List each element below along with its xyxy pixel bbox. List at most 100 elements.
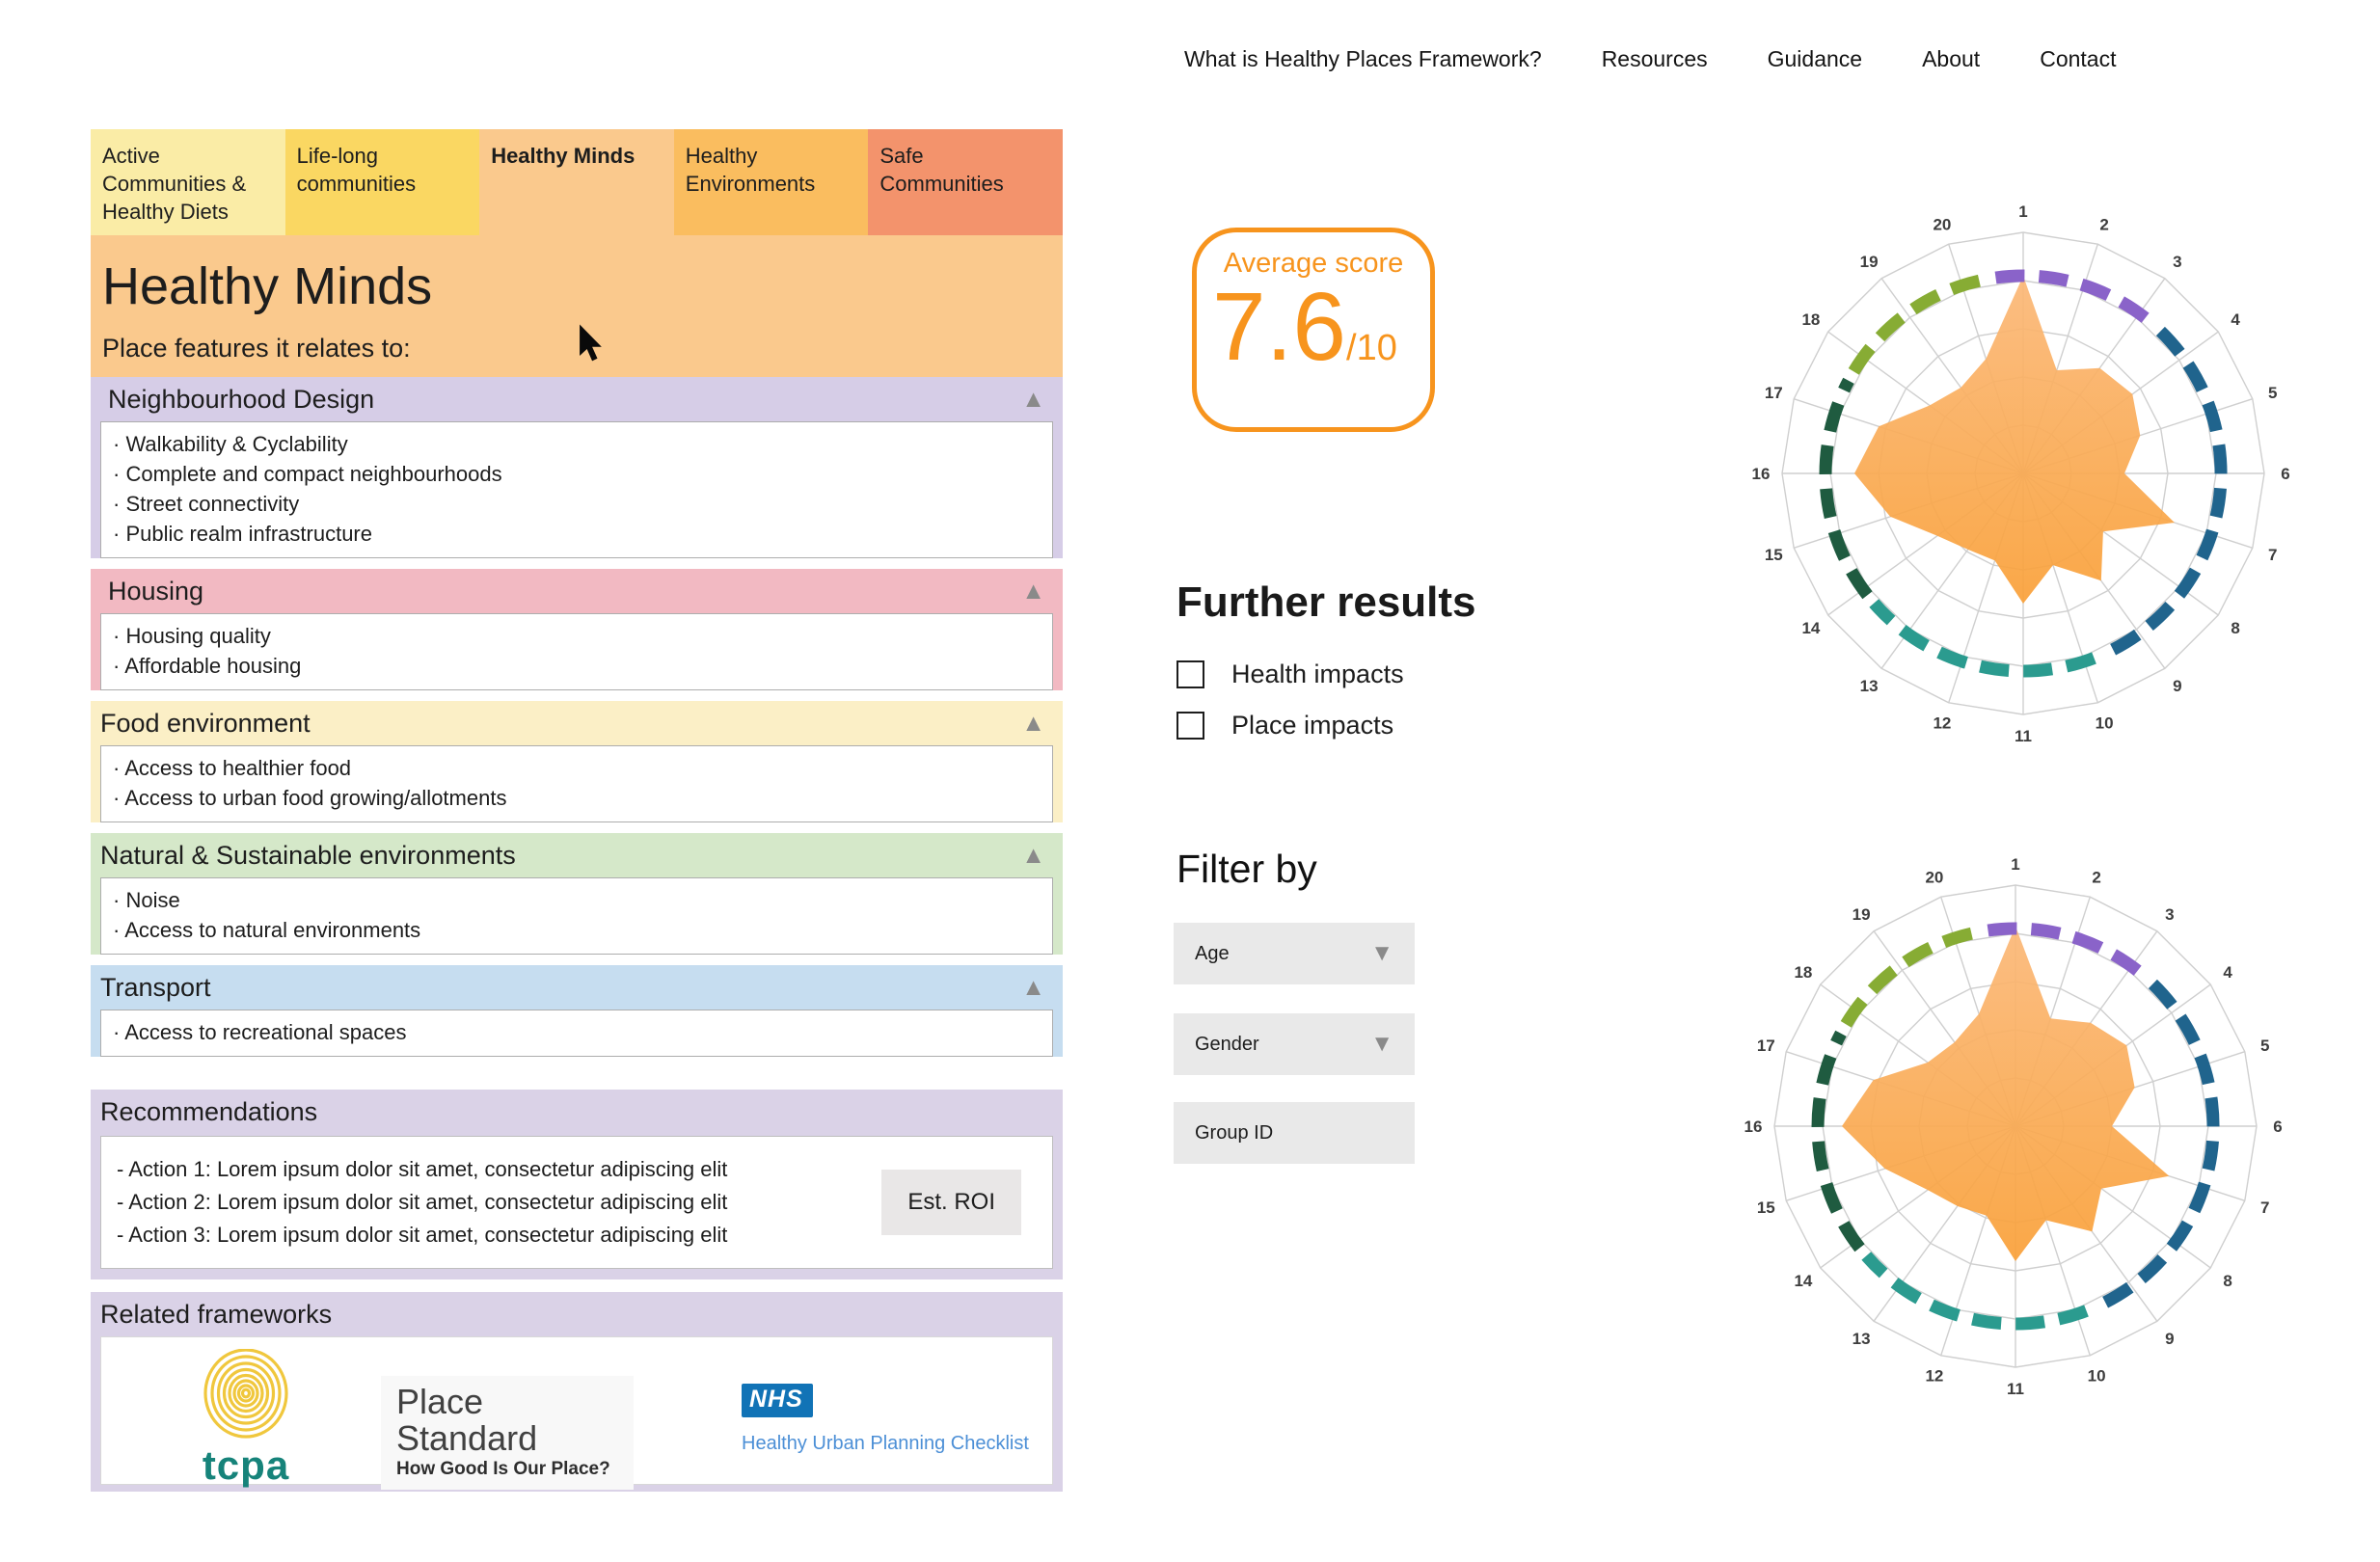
- chevron-down-icon: ▼: [1370, 940, 1393, 966]
- svg-text:6: 6: [2281, 465, 2289, 483]
- tab-healthy-minds[interactable]: Healthy Minds: [479, 129, 674, 235]
- section-header-neighbourhood-design[interactable]: Neighbourhood Design ▲: [108, 385, 1045, 415]
- nhs-logo[interactable]: NHS Healthy Urban Planning Checklist: [742, 1384, 1029, 1455]
- health-impacts-checkbox[interactable]: [1176, 660, 1204, 688]
- accordion-section: Transport ▲ Access to recreational space…: [91, 965, 1063, 1058]
- health-impacts-label: Health impacts: [1231, 660, 1404, 688]
- mouse-cursor: [580, 324, 602, 362]
- nav-item-guidance[interactable]: Guidance: [1767, 46, 1863, 71]
- svg-text:13: 13: [1860, 677, 1879, 695]
- nav-item-what-is[interactable]: What is Healthy Places Framework?: [1184, 46, 1542, 71]
- svg-text:14: 14: [1794, 1272, 1812, 1290]
- svg-text:1: 1: [2018, 202, 2027, 221]
- tab-lifelong-communities[interactable]: Life-long communities: [284, 129, 480, 235]
- nhs-wordmark: NHS: [742, 1384, 813, 1418]
- tcpa-wordmark: tcpa: [202, 1442, 290, 1489]
- accordion-section: Neighbourhood Design ▲ Walkability & Cyc…: [91, 377, 1063, 559]
- section-items: Walkability & Cyclability Complete and c…: [100, 421, 1053, 559]
- accordion-section: Housing ▲ Housing quality Affordable hou…: [91, 569, 1063, 691]
- section-header-transport[interactable]: Transport ▲: [100, 973, 1045, 1003]
- list-item: Walkability & Cyclability: [113, 429, 1042, 459]
- svg-text:20: 20: [1925, 868, 1943, 886]
- accordion-section: Natural & Sustainable environments ▲ Noi…: [91, 833, 1063, 956]
- est-roi-button[interactable]: Est. ROI: [881, 1170, 1021, 1236]
- svg-text:10: 10: [2096, 714, 2114, 733]
- place-standard-logo[interactable]: Place Standard How Good Is Our Place?: [381, 1376, 634, 1490]
- gender-dropdown[interactable]: Gender ▼: [1174, 1013, 1415, 1075]
- svg-text:19: 19: [1853, 905, 1871, 924]
- svg-text:15: 15: [1765, 546, 1783, 564]
- section-header-natural-environments[interactable]: Natural & Sustainable environments ▲: [100, 841, 1045, 871]
- svg-text:5: 5: [2268, 384, 2277, 402]
- related-frameworks-logos: tcpa Place Standard How Good Is Our Plac…: [100, 1336, 1053, 1490]
- svg-text:11: 11: [2015, 727, 2032, 745]
- average-score-label: Average score: [1223, 248, 1404, 279]
- svg-text:2: 2: [2099, 215, 2108, 233]
- list-item: Access to healthier food: [113, 753, 1042, 783]
- average-score-value: 7.6: [1212, 273, 1347, 381]
- collapse-arrow-icon[interactable]: ▲: [1021, 842, 1045, 870]
- chevron-down-icon: ▼: [1370, 1031, 1393, 1057]
- age-dropdown[interactable]: Age ▼: [1174, 923, 1415, 984]
- group-id-input[interactable]: Group ID: [1174, 1102, 1415, 1164]
- svg-text:17: 17: [1765, 384, 1783, 402]
- svg-text:3: 3: [2173, 253, 2181, 271]
- recommendation-item: - Action 1: Lorem ipsum dolor sit amet, …: [117, 1157, 728, 1182]
- svg-text:17: 17: [1757, 1037, 1775, 1055]
- svg-text:18: 18: [1794, 963, 1812, 982]
- list-item: Complete and compact neighbourhoods: [113, 459, 1042, 489]
- nav-item-contact[interactable]: Contact: [2040, 46, 2117, 71]
- related-frameworks-section: Related frameworks: [91, 1292, 1063, 1493]
- collapse-arrow-icon[interactable]: ▲: [1021, 578, 1045, 606]
- nhs-checklist-link[interactable]: Healthy Urban Planning Checklist: [742, 1433, 1029, 1455]
- collapse-arrow-icon[interactable]: ▲: [1021, 710, 1045, 738]
- svg-text:10: 10: [2088, 1367, 2106, 1386]
- collapse-arrow-icon[interactable]: ▲: [1021, 974, 1045, 1002]
- page-title: Healthy Minds: [102, 257, 433, 315]
- svg-text:4: 4: [2231, 310, 2240, 329]
- svg-text:8: 8: [2231, 619, 2239, 637]
- tab-active-communities[interactable]: Active Communities & Healthy Diets: [91, 129, 285, 235]
- recommendation-item: - Action 2: Lorem ipsum dolor sit amet, …: [117, 1190, 728, 1215]
- further-results: Further results Health impacts Place imp…: [1176, 579, 1476, 741]
- svg-text:9: 9: [2173, 677, 2181, 695]
- section-header-food-environment[interactable]: Food environment ▲: [100, 709, 1045, 739]
- filter-panel: Filter by Age ▼ Gender ▼ Group ID: [1174, 847, 1415, 1164]
- average-score-card: Average score 7.6 /10: [1192, 228, 1435, 432]
- option-row: Place impacts: [1176, 711, 1476, 741]
- svg-text:12: 12: [1925, 1367, 1943, 1386]
- nav-item-resources[interactable]: Resources: [1601, 46, 1708, 71]
- svg-text:18: 18: [1801, 310, 1820, 329]
- tcpa-logo[interactable]: tcpa: [198, 1348, 294, 1489]
- svg-text:13: 13: [1853, 1330, 1871, 1348]
- selected-theme-band: Healthy Minds Place features it relates …: [91, 235, 1063, 378]
- filter-title: Filter by: [1176, 847, 1317, 891]
- svg-text:11: 11: [2007, 1380, 2024, 1398]
- list-item: Street connectivity: [113, 489, 1042, 519]
- nav-item-about[interactable]: About: [1922, 46, 1981, 71]
- tab-safe-communities[interactable]: Safe Communities: [868, 129, 1063, 235]
- collapse-arrow-icon[interactable]: ▲: [1021, 386, 1045, 414]
- section-header-housing[interactable]: Housing ▲: [108, 577, 1045, 606]
- svg-text:4: 4: [2223, 963, 2232, 982]
- list-item: Housing quality: [113, 621, 1042, 651]
- section-items: Noise Access to natural environments: [100, 877, 1053, 956]
- section-items: Access to healthier food Access to urban…: [100, 745, 1053, 823]
- svg-text:14: 14: [1801, 619, 1820, 637]
- option-row: Health impacts: [1176, 660, 1476, 689]
- theme-tabs: Active Communities & Healthy Diets Life-…: [91, 129, 1063, 235]
- list-item: Access to recreational spaces: [113, 1017, 1042, 1047]
- svg-text:20: 20: [1933, 215, 1951, 233]
- list-item: Noise: [113, 885, 1042, 915]
- section-items: Access to recreational spaces: [100, 1010, 1053, 1058]
- recommendation-item: - Action 3: Lorem ipsum dolor sit amet, …: [117, 1223, 728, 1248]
- place-impacts-checkbox[interactable]: [1176, 712, 1204, 740]
- tab-healthy-environments[interactable]: Healthy Environments: [673, 129, 869, 235]
- recommendations-list: - Action 1: Lorem ipsum dolor sit amet, …: [100, 1136, 1053, 1270]
- further-results-title: Further results: [1176, 579, 1476, 626]
- accordion-section: Food environment ▲ Access to healthier f…: [91, 701, 1063, 823]
- svg-text:5: 5: [2260, 1037, 2269, 1055]
- svg-text:7: 7: [2268, 546, 2277, 564]
- list-item: Access to urban food growing/allotments: [113, 783, 1042, 813]
